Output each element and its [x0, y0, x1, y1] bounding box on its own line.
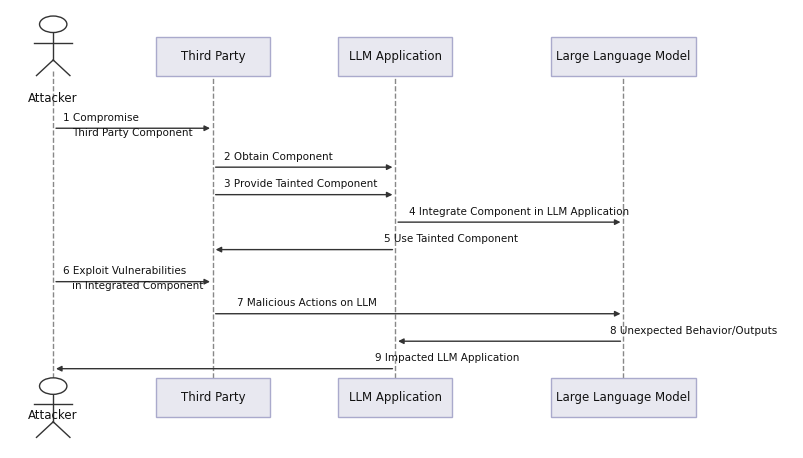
- Text: LLM Application: LLM Application: [349, 50, 441, 63]
- FancyBboxPatch shape: [550, 378, 695, 417]
- Text: 2 Obtain Component: 2 Obtain Component: [223, 152, 332, 162]
- FancyBboxPatch shape: [156, 378, 270, 417]
- Text: 4 Integrate Component in LLM Application: 4 Integrate Component in LLM Application: [409, 207, 628, 217]
- Text: 3 Provide Tainted Component: 3 Provide Tainted Component: [223, 179, 377, 189]
- FancyBboxPatch shape: [156, 37, 270, 76]
- Text: Attacker: Attacker: [28, 409, 78, 421]
- Text: 8 Unexpected Behavior/Outputs: 8 Unexpected Behavior/Outputs: [609, 326, 776, 336]
- Circle shape: [39, 378, 67, 394]
- Text: Large Language Model: Large Language Model: [556, 50, 690, 63]
- FancyBboxPatch shape: [338, 378, 452, 417]
- Text: Large Language Model: Large Language Model: [556, 391, 690, 404]
- Text: Third Party: Third Party: [181, 50, 245, 63]
- Text: 9 Impacted LLM Application: 9 Impacted LLM Application: [374, 353, 519, 363]
- FancyBboxPatch shape: [338, 37, 452, 76]
- FancyBboxPatch shape: [550, 37, 695, 76]
- Text: 7 Malicious Actions on LLM: 7 Malicious Actions on LLM: [237, 298, 377, 308]
- Text: 1 Compromise: 1 Compromise: [63, 113, 138, 123]
- Text: 5 Use Tainted Component: 5 Use Tainted Component: [384, 234, 518, 244]
- Text: Third Party: Third Party: [181, 391, 245, 404]
- Text: Third Party Component: Third Party Component: [71, 128, 192, 138]
- Text: LLM Application: LLM Application: [349, 391, 441, 404]
- Text: Attacker: Attacker: [28, 92, 78, 104]
- Circle shape: [39, 16, 67, 33]
- Text: 6 Exploit Vulnerabilities: 6 Exploit Vulnerabilities: [63, 266, 185, 276]
- Text: in Integrated Component: in Integrated Component: [71, 281, 203, 291]
